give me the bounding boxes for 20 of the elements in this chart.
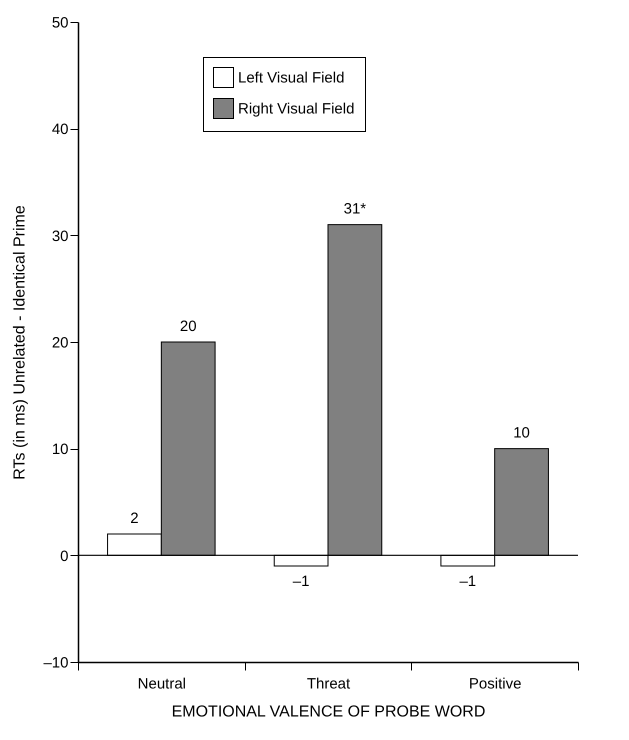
y-tick-label: 0 xyxy=(60,548,68,565)
y-tick-label: 40 xyxy=(52,121,68,138)
data-label: –1 xyxy=(292,573,310,590)
legend-label: Left Visual Field xyxy=(238,70,344,86)
y-tick-label: 20 xyxy=(52,334,68,352)
y-tick-label: 30 xyxy=(52,228,68,245)
x-tick-label: Threat xyxy=(306,676,352,692)
x-axis-title: EMOTIONAL VALENCE OF PROBE WORD xyxy=(172,704,486,720)
y-axis-title: RTs (in ms) Unrelated - Identical Prime xyxy=(11,205,28,480)
data-label: 31* xyxy=(344,200,366,218)
legend-label: Right Visual Field xyxy=(238,100,354,118)
y-tick-label: –10 xyxy=(43,654,68,672)
data-label: 10 xyxy=(513,424,530,442)
x-tick-label: Neutral xyxy=(138,676,186,692)
data-label: 2 xyxy=(130,510,139,527)
data-label: –1 xyxy=(459,573,476,590)
y-tick-label: 50 xyxy=(52,14,68,32)
x-tick-label: Positive xyxy=(468,676,522,692)
y-tick-label: 10 xyxy=(52,441,68,458)
data-label: 20 xyxy=(180,318,197,335)
